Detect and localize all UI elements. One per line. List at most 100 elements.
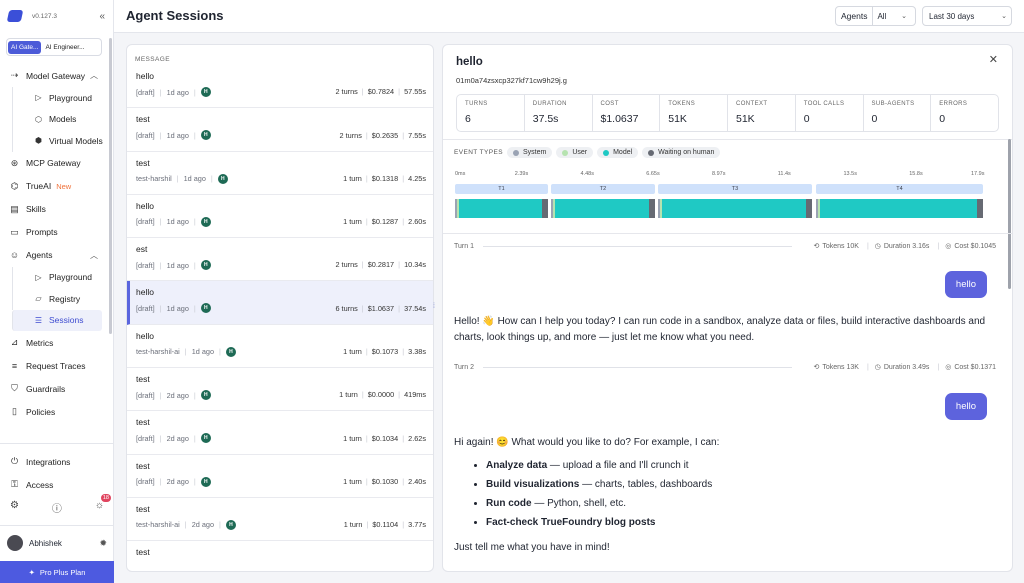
separator: | [359, 260, 366, 270]
table-row[interactable]: test [draft] | 2d ago | H 1 turn | $0.1030 | 2… [127, 455, 433, 498]
event-type-label: Waiting on human [658, 149, 715, 156]
session-time: 1d ago [183, 174, 206, 184]
help-icon[interactable]: ⓘ [51, 504, 62, 515]
session-time: 1d ago [191, 347, 215, 357]
table-row[interactable]: test [draft] | 2d ago | H 1 turn | $0.1034 | 2… [127, 411, 433, 455]
skills-icon: ▤ [10, 203, 19, 214]
sidebar-item-trueai[interactable]: ⌬ TrueAI New [0, 175, 108, 198]
agents-filter[interactable]: Agents All ⌄ [835, 6, 916, 26]
sidebar-item-label: Integrations [26, 456, 71, 467]
timeline-event-bar-user[interactable] [553, 199, 555, 218]
sidebar-item-skills[interactable]: ▤ Skills [0, 198, 108, 221]
timeline-turn-segment[interactable]: T3 [658, 184, 812, 194]
event-type-chip-system[interactable]: System [506, 147, 553, 158]
sidebar-item-label: Access [26, 479, 54, 490]
agents-filter-select[interactable]: All ⌄ [873, 12, 915, 21]
table-row[interactable]: test [draft] | 1d ago | H 2 turns | $0.2635 | … [127, 108, 433, 152]
metric-label: ERRORS [939, 101, 968, 107]
event-type-chip-model[interactable]: Model [597, 147, 639, 158]
separator: | [396, 390, 403, 400]
resize-handle-icon[interactable]: ⁞ [433, 303, 435, 310]
table-row[interactable]: hello test-harshil-ai | 1d ago | H 1 turn | $0… [127, 325, 433, 369]
agent-avatar: H [200, 476, 211, 487]
metric-tool-calls: TOOL CALLS 0 [796, 95, 864, 131]
timeline-turn-segment[interactable]: T4 [816, 184, 983, 194]
timeline-turns: T1 T2 T3 T4 [455, 184, 987, 196]
legend-swatch [512, 149, 519, 156]
timeline-event-bar-waiting[interactable] [542, 199, 548, 218]
table-row[interactable]: est [draft] | 1d ago | H 2 turns | $0.2817 | 1… [127, 238, 433, 282]
workspace-tab-ai-engineer[interactable]: AI Engineer... [45, 43, 85, 51]
event-type-chip-waiting[interactable]: Waiting on human [642, 147, 721, 158]
session-duration: 2.62s [408, 433, 426, 443]
event-timeline[interactable]: 0ms 2.39s 4.48s 6.65s 8.97s 11.4s 13.5s 15.8s 17… [455, 171, 987, 223]
sidebar-item-virtual-models[interactable]: ⬢ Virtual Models [12, 130, 108, 152]
timeline-event-bar-user[interactable] [660, 199, 662, 218]
session-turns: 2 turns [335, 87, 358, 97]
list-item-bold: Fact-check TrueFoundry blog posts [486, 517, 656, 528]
table-row[interactable]: test [draft] | 2d ago | H 1 turn | $0.0000 | 4… [127, 368, 433, 412]
sidebar-item-mcp-gateway[interactable]: ⊛ MCP Gateway [0, 152, 108, 175]
sidebar-item-registry[interactable]: ▱ Registry [12, 288, 108, 310]
timeline-event-bar-waiting[interactable] [977, 199, 983, 218]
logo-icon[interactable] [6, 10, 24, 22]
sidebar-item-guardrails[interactable]: ⛉ Guardrails [0, 377, 108, 400]
table-row[interactable]: hello [draft] | 1d ago | H 1 turn | $0.1287 | … [127, 195, 433, 239]
workspace-tab-ai-gateway[interactable]: AI Gate... [8, 40, 42, 54]
event-type-chip-user[interactable]: User [556, 147, 594, 158]
close-icon[interactable]: ✕ [988, 54, 998, 66]
timeline-event-bar-system[interactable] [816, 199, 818, 218]
timeline-event-bar-system[interactable] [551, 199, 553, 218]
event-type-label: User [572, 149, 588, 156]
sidebar-item-policies[interactable]: ▯ Policies [0, 400, 108, 423]
timeline-turn-segment[interactable]: T2 [551, 184, 655, 194]
timeline-event-bar-user[interactable] [457, 199, 459, 218]
agent-avatar: H [225, 519, 236, 530]
table-row[interactable]: hello [draft] | 1d ago | H 2 turns | $0.7824 |… [127, 65, 433, 109]
workspace-switcher[interactable]: AI Gate... AI Engineer... [6, 38, 102, 56]
timeline-turn-segment[interactable]: T1 [455, 184, 548, 194]
sidebar-item-metrics[interactable]: ⊿ Metrics [0, 331, 108, 354]
sidebar-item-sessions[interactable]: ☰ Sessions [12, 309, 102, 331]
timeline-event-bar-model[interactable] [662, 199, 806, 218]
sidebar-item-integrations[interactable]: ⏻ Integrations [0, 450, 108, 473]
timeline-event-bar-system[interactable] [658, 199, 660, 218]
session-user: [draft] [136, 433, 155, 443]
user-profile[interactable]: Abhishek ✹ [7, 535, 107, 551]
plan-button[interactable]: ✦ Pro Plus Plan [0, 561, 114, 583]
sidebar-item-request-traces[interactable]: ≡ Request Traces [0, 354, 108, 377]
sidebar-item-agents-playground[interactable]: ▷ Playground [12, 266, 108, 288]
sidebar-item-models[interactable]: ⬡ Models [12, 108, 108, 130]
settings-icon[interactable]: ⚙ [10, 500, 19, 511]
timeline-event-bar-system[interactable] [455, 199, 457, 218]
timeline-event-bar-model[interactable] [820, 199, 977, 218]
timeline-event-bar-model[interactable] [459, 199, 542, 218]
timeline-event-bar-waiting[interactable] [649, 199, 655, 218]
sidebar-item-agents[interactable]: ☺ Agents ︿ [0, 244, 108, 267]
table-row[interactable]: test test-harshil-ai | 2d ago | H 1 turn | $0.… [127, 498, 433, 542]
theme-toggle-icon[interactable]: ✹ [99, 537, 107, 548]
detail-scrollbar[interactable] [1008, 139, 1011, 289]
table-row[interactable]: test [127, 541, 433, 571]
timeline-event-bar-waiting[interactable] [806, 199, 812, 218]
session-turns: 2 turns [335, 260, 358, 270]
sidebar-item-playground[interactable]: ▷ Playground [12, 87, 108, 109]
timeline-tick: 8.97s [712, 171, 726, 177]
table-row[interactable]: test test-harshil | 1d ago | H 1 turn | $0.131… [127, 152, 433, 195]
sidebar-item-model-gateway[interactable]: ⇢ Model Gateway ︿ [0, 64, 108, 87]
table-row[interactable]: hello [draft] | 1d ago | H 6 turns | $1.0637 |… [127, 281, 433, 325]
timeline-tick: 4.48s [580, 171, 594, 177]
collapse-sidebar-icon[interactable]: « [99, 10, 105, 22]
sidebar-item-access[interactable]: ⚿ Access [0, 473, 108, 496]
notifications-icon[interactable]: ☼ 18 [94, 494, 111, 511]
timeline-event-bar-model[interactable] [555, 199, 649, 218]
date-range-select[interactable]: Last 30 days ⌄ [922, 6, 1012, 26]
chevron-up-icon[interactable]: ︿ [90, 250, 98, 260]
separator: | [364, 520, 371, 530]
sidebar-item-prompts[interactable]: ▭ Prompts [0, 221, 108, 244]
session-time: 2d ago [166, 433, 189, 443]
chevron-up-icon[interactable]: ︿ [90, 71, 98, 80]
separator: | [363, 217, 370, 227]
timeline-event-bar-user[interactable] [818, 199, 820, 218]
sidebar-scrollbar[interactable] [109, 38, 112, 334]
